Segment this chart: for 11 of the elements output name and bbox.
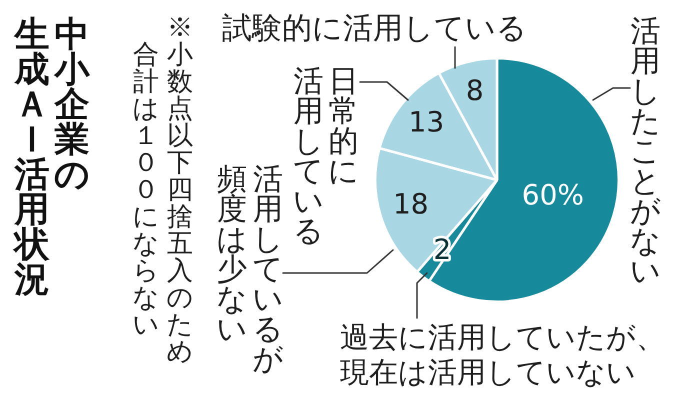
- chart-title: 中小企業の生成ＡＩ活用状況: [14, 15, 90, 300]
- text: ※小数点以下四捨五入のため合計は１００にならない: [132, 13, 194, 367]
- slice-label: 試験的に活用している: [222, 11, 528, 46]
- category-label: 活用しているが頻度は少ない: [216, 162, 284, 377]
- slice-label: 過去に活用していたが、現在は活用していない: [340, 320, 666, 390]
- category-label: 日常的に活用している: [293, 64, 359, 249]
- data-label: 60%: [522, 178, 584, 212]
- category-label: 活用したことがない: [630, 14, 661, 289]
- data-label: 8: [466, 74, 484, 107]
- data-label: 18: [392, 188, 429, 221]
- data-label: 13: [408, 105, 444, 138]
